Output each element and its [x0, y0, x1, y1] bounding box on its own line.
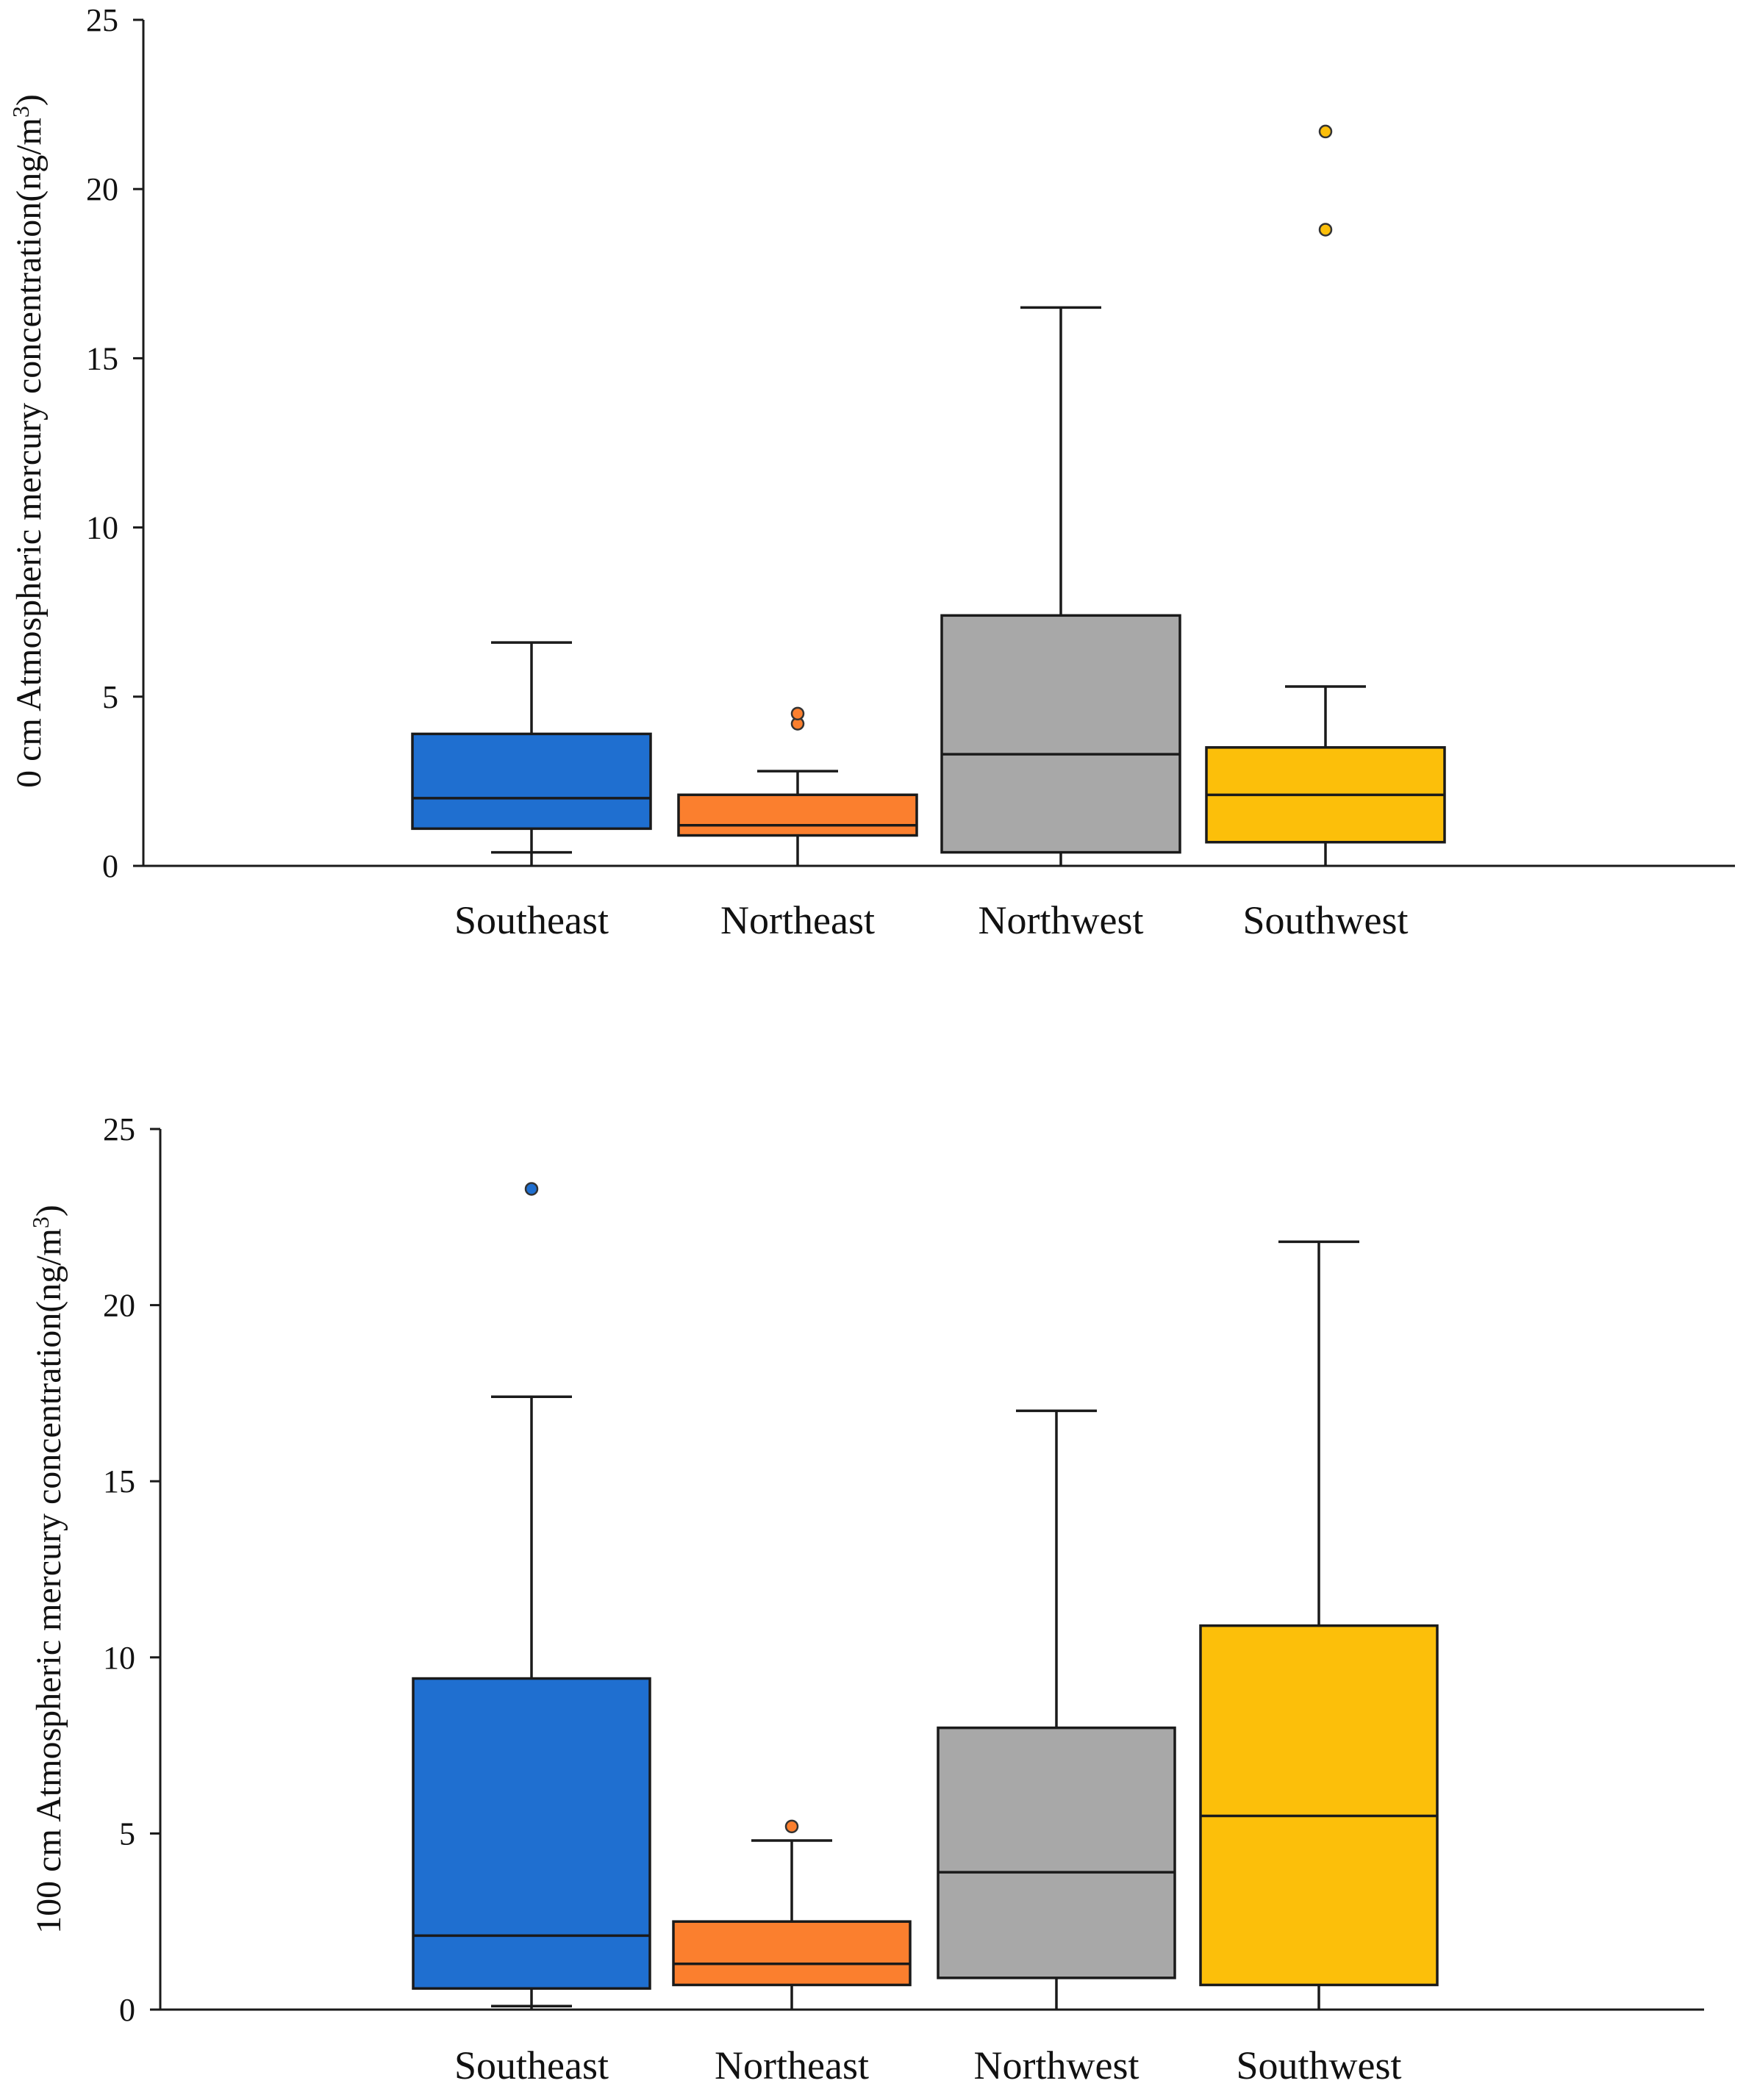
y-axis-title-superscript: 3 — [27, 1216, 54, 1228]
category-label-northeast: Northeast — [720, 898, 875, 942]
y-tick-label: 25 — [86, 2, 118, 38]
northeast-box — [672, 1920, 912, 1987]
y-axis-title-superscript: 3 — [7, 106, 34, 118]
southwest-outlier — [1318, 223, 1333, 237]
category-label-southwest: Southwest — [1236, 2043, 1401, 2088]
category-label-southeast: Southeast — [454, 898, 609, 942]
southeast-outlier — [524, 1182, 539, 1196]
southwest-box — [1199, 1624, 1439, 1987]
y-tick-label: 10 — [86, 510, 118, 546]
y-axis-title-main: 0 cm Atmospheric mercury concentration(n… — [10, 118, 49, 788]
y-tick-label: 10 — [103, 1640, 135, 1676]
y-tick-label: 15 — [103, 1463, 135, 1499]
northeast-box — [677, 793, 918, 837]
chart-panel-2: 0 5 10 15 20 25 100 cm Atmospheric mercury con… — [27, 1111, 1704, 2088]
northwest-box — [937, 1726, 1176, 1979]
y-tick-label: 25 — [103, 1111, 135, 1147]
y-tick-label: 5 — [119, 1816, 135, 1852]
northeast-outlier — [784, 1819, 799, 1834]
category-label-northeast: Northeast — [715, 2043, 869, 2088]
y-axis-title: 100 cm Atmospheric mercury concentration… — [27, 1205, 68, 1934]
y-axis-title-suffix: ) — [29, 1205, 68, 1216]
category-label-southeast: Southeast — [454, 2043, 609, 2088]
northwest-box — [940, 614, 1181, 854]
y-tick-label: 20 — [86, 171, 118, 207]
category-label-southwest: Southwest — [1242, 898, 1408, 942]
southwest-outlier — [1318, 124, 1333, 139]
y-tick-label: 5 — [102, 679, 118, 715]
chart-panel-1: 0 5 10 15 20 25 0 cm Atmospheric mercury conce… — [7, 2, 1735, 942]
southeast-box — [412, 1677, 651, 1990]
y-tick-label: 15 — [86, 340, 118, 376]
y-tick-label: 0 — [102, 848, 118, 884]
category-label-northwest: Northwest — [974, 2043, 1139, 2088]
y-tick-label: 0 — [119, 1992, 135, 2028]
y-tick-label: 20 — [103, 1288, 135, 1324]
southeast-box — [411, 732, 652, 831]
northeast-outlier — [790, 706, 805, 721]
y-axis-title: 0 cm Atmospheric mercury concentration(n… — [7, 94, 49, 788]
y-axis-title-suffix: ) — [10, 94, 49, 106]
y-axis-title-main: 100 cm Atmospheric mercury concentration… — [29, 1228, 68, 1934]
category-label-northwest: Northwest — [978, 898, 1144, 942]
